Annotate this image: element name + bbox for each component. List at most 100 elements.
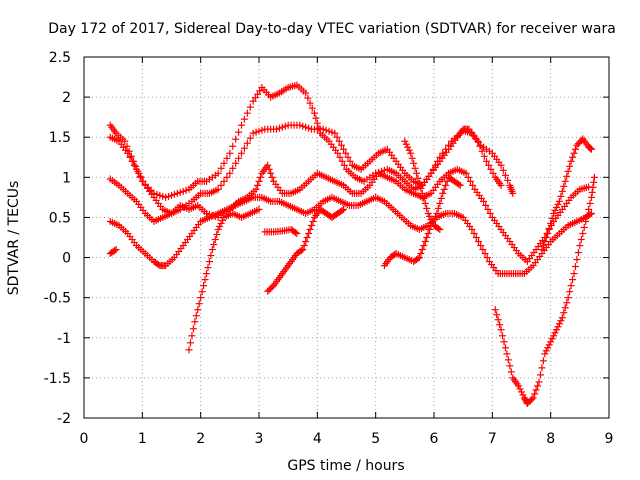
data-point: [308, 104, 316, 112]
data-point: [532, 386, 540, 394]
data-point: [254, 181, 262, 189]
x-tick-label: 9: [605, 431, 614, 447]
data-point: [255, 177, 263, 185]
y-axis-label: SDTVAR / TECUs: [6, 181, 22, 296]
data-point: [474, 238, 482, 246]
data-point: [256, 173, 264, 181]
data-point: [223, 173, 231, 181]
data-point: [535, 378, 543, 386]
data-point: [426, 212, 434, 220]
data-point: [434, 224, 442, 232]
data-point: [340, 161, 348, 169]
data-point: [123, 142, 131, 150]
x-tick-label: 5: [371, 431, 380, 447]
data-point: [501, 171, 509, 179]
x-tick-label: 8: [546, 431, 555, 447]
data-point: [312, 114, 320, 122]
data-point: [264, 161, 272, 169]
y-tick-label: -1: [57, 331, 71, 347]
data-point: [476, 142, 484, 150]
data-point: [434, 204, 442, 212]
data-point: [342, 149, 350, 157]
y-tick-label: -0.5: [44, 291, 71, 307]
data-point: [554, 200, 562, 208]
data-point: [331, 129, 339, 137]
data-point: [189, 325, 197, 333]
data-point: [551, 206, 559, 214]
data-point: [536, 371, 544, 379]
data-point: [229, 142, 237, 150]
data-point: [550, 332, 558, 340]
data-point: [469, 181, 477, 189]
data-point: [415, 254, 423, 262]
data-point: [504, 176, 512, 184]
data-point: [566, 162, 574, 170]
data-point: [509, 189, 517, 197]
data-point: [545, 224, 553, 232]
data-point: [216, 222, 224, 230]
data-point: [544, 344, 552, 352]
data-point: [232, 159, 240, 167]
data-point: [414, 255, 422, 263]
data-point: [478, 147, 486, 155]
data-point: [299, 246, 307, 254]
data-point: [588, 188, 596, 196]
data-point: [243, 139, 251, 147]
data-point: [112, 246, 120, 254]
data-point: [554, 323, 562, 331]
data-point: [482, 201, 490, 209]
data-point: [229, 164, 237, 172]
chart-title: Day 172 of 2017, Sidereal Day-to-day VTE…: [48, 21, 616, 37]
data-point: [518, 388, 525, 396]
data-point: [560, 309, 568, 317]
grid-lines: [84, 57, 609, 418]
data-point: [334, 149, 342, 157]
data-point: [304, 94, 312, 102]
data-point: [571, 263, 579, 271]
data-point: [111, 247, 119, 255]
data-point: [420, 242, 428, 250]
data-point: [531, 390, 539, 398]
data-point: [583, 211, 591, 219]
data-point: [198, 288, 206, 296]
data-point: [127, 152, 135, 160]
data-point: [223, 154, 231, 162]
data-point: [483, 157, 490, 165]
data-point: [539, 242, 547, 250]
data-point: [541, 350, 549, 358]
data-point: [306, 225, 314, 233]
data-point: [404, 143, 412, 151]
data-point: [338, 206, 346, 214]
data-point: [346, 157, 354, 165]
data-point: [551, 329, 559, 337]
data-point: [309, 217, 317, 225]
x-tick-label: 1: [138, 431, 147, 447]
data-point: [561, 304, 569, 312]
data-point: [570, 149, 578, 157]
data-point: [340, 205, 348, 213]
data-point: [315, 124, 323, 132]
data-point: [472, 234, 480, 241]
data-point: [308, 221, 315, 229]
data-point: [437, 194, 445, 202]
data-point: [569, 153, 577, 161]
data-point: [534, 382, 542, 390]
data-point: [132, 162, 140, 170]
data-point: [558, 187, 566, 195]
data-point: [128, 157, 136, 165]
data-point: [136, 172, 144, 180]
data-point: [204, 264, 212, 272]
data-point: [571, 145, 579, 153]
data-point: [588, 209, 595, 217]
data-point: [436, 199, 444, 207]
data-point: [485, 161, 493, 169]
data-point: [217, 181, 225, 189]
data-point: [232, 135, 240, 143]
data-point: [483, 254, 491, 262]
data-point: [590, 173, 598, 181]
data-point: [586, 199, 594, 207]
data-point: [291, 228, 299, 236]
data-point: [544, 229, 552, 237]
x-axis-label: GPS time / hours: [287, 458, 404, 474]
